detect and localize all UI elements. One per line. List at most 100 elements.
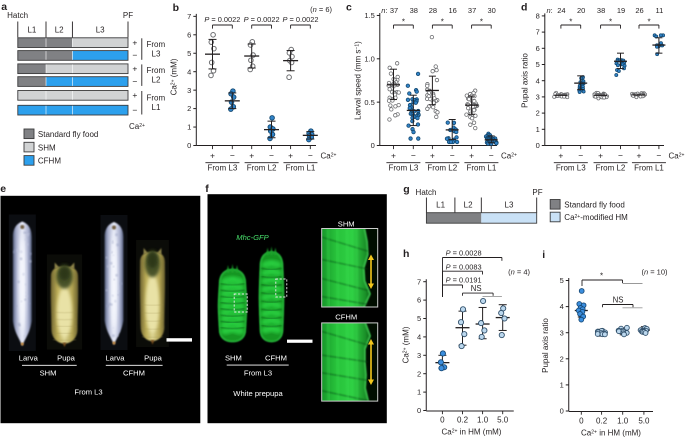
svg-text:L2: L2: [55, 26, 64, 35]
svg-text:Ca2+ (mM): Ca2+ (mM): [170, 58, 179, 95]
svg-text:(n = 6): (n = 6): [310, 5, 332, 14]
svg-text:Larva: Larva: [106, 353, 126, 362]
svg-text:P = 0.0022: P = 0.0022: [204, 15, 240, 24]
svg-text:−: −: [411, 150, 416, 160]
svg-text:6: 6: [187, 30, 191, 39]
svg-text:From L2: From L2: [427, 164, 457, 173]
svg-text:L1: L1: [436, 201, 445, 210]
svg-text:h: h: [403, 248, 409, 260]
svg-text:3: 3: [560, 328, 564, 337]
svg-text:−: −: [132, 50, 137, 60]
svg-text:f: f: [205, 183, 209, 195]
svg-text:+: +: [288, 150, 293, 160]
svg-text:37: 37: [390, 6, 398, 15]
svg-text:Hatch: Hatch: [7, 11, 28, 20]
svg-text:i: i: [542, 249, 545, 261]
svg-text:L1: L1: [27, 26, 36, 35]
svg-text:6: 6: [536, 44, 540, 53]
svg-text:Ca2+ (mM): Ca2+ (mM): [402, 326, 411, 363]
svg-text:1: 1: [417, 388, 421, 397]
svg-text:0: 0: [187, 141, 191, 150]
svg-text:4: 4: [536, 76, 540, 85]
svg-text:1.0: 1.0: [364, 54, 374, 63]
svg-text:*: *: [600, 271, 603, 280]
svg-text:PF: PF: [123, 11, 133, 20]
svg-text:Ca2+: Ca2+: [501, 151, 517, 160]
svg-text:c: c: [346, 2, 352, 14]
svg-text:+: +: [132, 37, 137, 47]
svg-text:e: e: [0, 183, 6, 195]
svg-text:3: 3: [536, 93, 540, 102]
svg-text:b: b: [173, 2, 179, 14]
svg-text:30: 30: [488, 6, 496, 15]
svg-text:2: 2: [536, 109, 540, 118]
svg-text:L1: L1: [152, 103, 161, 112]
svg-text:0: 0: [579, 417, 584, 426]
svg-text:P = 0.0191: P = 0.0191: [446, 276, 482, 285]
svg-text:NS: NS: [613, 295, 624, 304]
svg-text:Standard fly food: Standard fly food: [564, 200, 624, 209]
svg-text:CFHM: CFHM: [335, 313, 357, 322]
svg-text:From L3: From L3: [244, 369, 272, 378]
svg-text:26: 26: [635, 6, 643, 15]
svg-text:Ca2+ in HM (mM): Ca2+ in HM (mM): [442, 428, 502, 437]
svg-text:+: +: [598, 150, 603, 160]
svg-text:From: From: [147, 66, 166, 75]
svg-text:5: 5: [187, 49, 191, 58]
svg-text:+: +: [637, 150, 642, 160]
svg-text:Pupa: Pupa: [144, 353, 163, 362]
svg-text:7: 7: [536, 28, 540, 37]
svg-text:Pupal axis ratio: Pupal axis ratio: [541, 318, 550, 373]
svg-text:19: 19: [617, 6, 625, 15]
svg-text:From L1: From L1: [634, 164, 664, 173]
svg-text:3: 3: [417, 351, 421, 360]
svg-text:Ca2+: Ca2+: [321, 151, 337, 160]
svg-text:P = 0.0022: P = 0.0022: [244, 15, 280, 24]
svg-text:1: 1: [187, 123, 191, 132]
svg-text:0.2: 0.2: [457, 416, 469, 425]
svg-text:n:: n:: [381, 6, 387, 15]
svg-text:Larval speed (mm s−1): Larval speed (mm s−1): [354, 41, 363, 120]
svg-text:5: 5: [417, 314, 421, 323]
svg-text:+: +: [391, 150, 396, 160]
svg-text:0.2: 0.2: [596, 417, 608, 426]
svg-text:*: *: [609, 17, 612, 26]
svg-text:*: *: [569, 17, 572, 26]
svg-text:−: −: [656, 150, 661, 160]
svg-text:Pupal axis ratio: Pupal axis ratio: [521, 53, 530, 108]
svg-text:g: g: [403, 184, 409, 196]
svg-text:Standard fly food: Standard fly food: [38, 130, 98, 139]
svg-text:24: 24: [557, 6, 565, 15]
svg-text:P = 0.0028: P = 0.0028: [446, 249, 482, 258]
svg-text:Mhc-GFP: Mhc-GFP: [236, 233, 269, 242]
svg-text:From L2: From L2: [596, 164, 626, 173]
svg-text:Ca2+: Ca2+: [669, 151, 685, 160]
svg-text:From L1: From L1: [286, 164, 316, 173]
svg-text:16: 16: [449, 6, 457, 15]
svg-text:7: 7: [417, 277, 421, 286]
svg-text:CFHM: CFHM: [123, 368, 145, 377]
svg-text:SHM: SHM: [225, 353, 242, 362]
svg-text:4: 4: [187, 67, 191, 76]
svg-text:d: d: [521, 2, 527, 14]
svg-text:0.5: 0.5: [364, 98, 374, 107]
svg-text:1: 1: [560, 381, 564, 390]
svg-text:White prepupa: White prepupa: [233, 389, 283, 398]
svg-text:28: 28: [429, 6, 437, 15]
svg-text:SHM: SHM: [40, 368, 57, 377]
svg-text:−: −: [132, 76, 137, 86]
svg-text:L2: L2: [152, 76, 161, 85]
svg-text:1.0: 1.0: [477, 416, 489, 425]
svg-text:CFHM: CFHM: [38, 157, 61, 166]
svg-text:0: 0: [440, 416, 445, 425]
svg-text:PF: PF: [532, 188, 542, 197]
svg-text:+: +: [469, 150, 474, 160]
svg-text:L3: L3: [505, 201, 514, 210]
svg-text:n:: n:: [547, 6, 553, 15]
svg-text:2: 2: [560, 354, 564, 363]
svg-text:7: 7: [187, 12, 191, 21]
svg-text:1.5: 1.5: [364, 11, 374, 20]
svg-text:2: 2: [417, 369, 421, 378]
svg-text:(n = 10): (n = 10): [641, 268, 668, 277]
svg-text:*: *: [402, 17, 405, 26]
